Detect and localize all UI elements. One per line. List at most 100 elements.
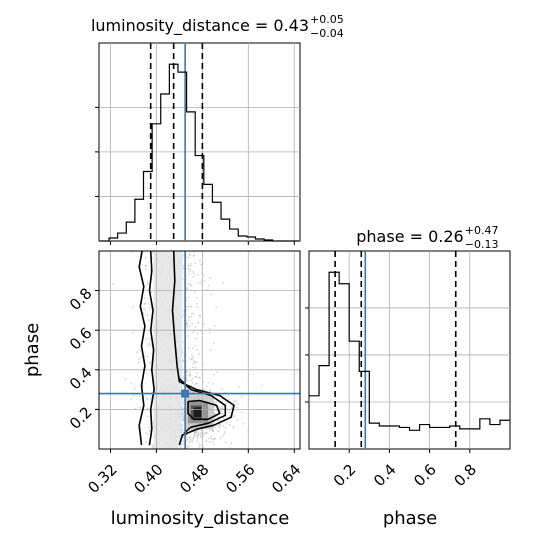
joint-point (200, 282, 203, 284)
joint-point (237, 403, 240, 405)
phase-x-tick-label-2: 0.6 (410, 461, 440, 491)
joint-point (211, 429, 214, 432)
joint-point (144, 268, 147, 271)
joint-point (215, 306, 218, 308)
joint-point (225, 402, 228, 404)
joint-point (197, 321, 200, 324)
x-axis-label-phase: phase (383, 508, 437, 529)
joint-point (196, 436, 199, 439)
joint-point (193, 433, 196, 436)
joint-point (194, 430, 196, 433)
joint-point (187, 319, 190, 322)
joint-point (187, 264, 190, 267)
x-axis-label-luminosity-distance: luminosity_distance (111, 508, 290, 529)
joint-point (185, 299, 188, 302)
joint-point (182, 360, 184, 363)
joint-point (227, 398, 230, 401)
joint-point (197, 385, 200, 387)
joint-point (193, 360, 196, 363)
joint-point (196, 348, 199, 351)
joint-point (150, 344, 152, 346)
joint-point (148, 307, 151, 309)
joint-point (193, 272, 196, 275)
joint-point (192, 366, 194, 369)
joint-point (198, 376, 201, 379)
joint-point (192, 437, 194, 440)
joint-point (219, 425, 222, 427)
joint-point (223, 432, 226, 435)
joint-point (218, 426, 221, 429)
joint-point (191, 382, 194, 384)
joint-point (190, 313, 193, 315)
joint-point (191, 322, 194, 325)
joint-point (215, 409, 218, 412)
joint-contour-0 (138, 250, 146, 446)
joint-point (146, 407, 149, 410)
ld-hist-grid (95, 43, 300, 241)
joint-point (148, 319, 151, 322)
joint-point (205, 432, 208, 435)
joint-point (187, 296, 190, 299)
joint-point (182, 419, 185, 421)
phase-y-tick-label-3: 0.8 (66, 284, 96, 314)
joint-point (186, 444, 188, 447)
joint-point (191, 378, 194, 380)
joint-point (195, 431, 198, 434)
joint-point (145, 431, 148, 434)
joint-point (228, 423, 231, 426)
joint-point (194, 345, 197, 347)
joint-point (194, 366, 197, 369)
joint-point (196, 274, 199, 276)
phase-y-tick-label-0: 0.2 (66, 403, 96, 433)
joint-point (212, 438, 215, 441)
joint-point (240, 395, 243, 398)
joint-point (222, 281, 224, 284)
phase-y-tick-label-2: 0.6 (66, 324, 96, 354)
joint-point (142, 311, 145, 314)
joint-point (190, 359, 193, 361)
joint-point (192, 362, 195, 365)
joint-point (211, 441, 214, 443)
phase-hist-quantiles (334, 251, 457, 449)
joint-point (188, 371, 191, 374)
joint-point (208, 441, 211, 443)
joint-point (212, 382, 214, 385)
joint-point (189, 254, 191, 257)
joint-point (182, 419, 185, 421)
joint-point (147, 314, 149, 317)
joint-point (189, 283, 191, 286)
joint-point (152, 252, 154, 254)
ld-hist-ticks (109, 241, 295, 245)
phase-x-tick-label-1: 0.4 (370, 461, 400, 491)
joint-x-ticks: 0.32 0.40 0.48 0.56 0.64 (84, 449, 305, 497)
joint-point (192, 312, 195, 315)
joint-point (223, 431, 226, 433)
joint-point (130, 382, 133, 384)
joint-point (188, 437, 191, 439)
joint-point (189, 263, 192, 265)
joint-point (213, 412, 216, 415)
joint-point (236, 419, 239, 422)
joint-point (124, 378, 127, 381)
joint-point (192, 255, 195, 257)
joint-point (231, 405, 234, 408)
joint-point (148, 303, 151, 306)
joint-point (186, 326, 189, 328)
joint-point (147, 283, 149, 285)
joint-point (197, 432, 200, 435)
joint-truth-marker (181, 389, 190, 398)
joint-point (189, 438, 192, 441)
joint-point (191, 391, 193, 394)
joint-point (188, 375, 191, 377)
joint-point (221, 413, 224, 415)
joint-point (188, 325, 191, 328)
joint-point (185, 256, 188, 258)
joint-point (188, 315, 191, 318)
joint-truth (99, 251, 300, 449)
joint-point (182, 412, 185, 415)
joint-point (195, 303, 198, 305)
joint-point (196, 297, 199, 299)
joint-point (190, 305, 193, 308)
joint-point (210, 293, 212, 295)
ld-x-tick-label-0: 0.32 (84, 461, 120, 497)
